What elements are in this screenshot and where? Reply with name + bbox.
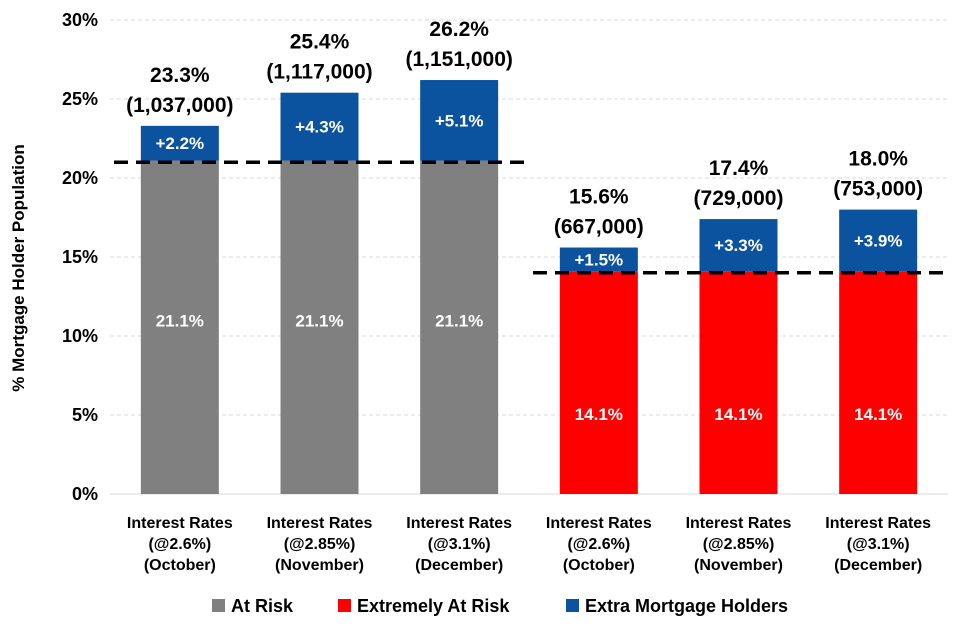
y-tick-label: 15% bbox=[62, 247, 98, 267]
x-category-label: (October) bbox=[144, 557, 216, 574]
bar-extremely-at-risk bbox=[699, 271, 778, 494]
y-tick-label: 10% bbox=[62, 326, 98, 346]
total-percent-label: 23.3% bbox=[150, 64, 210, 87]
total-count-label: (1,117,000) bbox=[266, 61, 372, 84]
x-category-label: (@3.1%) bbox=[847, 536, 910, 553]
bar-extra-mortgage-holders bbox=[559, 247, 638, 272]
x-category-label: (December) bbox=[834, 557, 922, 574]
bar-at-risk bbox=[420, 160, 499, 494]
y-axis: 0% 5% 10% 15% 20% 25% 30% bbox=[62, 10, 948, 504]
y-tick-label: 30% bbox=[62, 10, 98, 30]
x-category-label: Interest Rates bbox=[406, 515, 512, 532]
x-category-label: (November) bbox=[275, 557, 364, 574]
bar-value-label: +2.2% bbox=[155, 134, 204, 153]
bar-value-label: 21.1% bbox=[435, 312, 483, 331]
bar-extra-mortgage-holders bbox=[839, 209, 918, 272]
total-count-label: (1,037,000) bbox=[126, 94, 233, 117]
x-category-label: (@3.1%) bbox=[428, 536, 491, 553]
legend-label: Extremely At Risk bbox=[357, 596, 510, 616]
bar-value-label: +1.5% bbox=[574, 250, 623, 269]
legend-label: Extra Mortgage Holders bbox=[585, 596, 788, 616]
bar-value-label: +4.3% bbox=[295, 118, 344, 137]
x-category-label: (@2.85%) bbox=[703, 536, 775, 553]
x-axis: Interest Rates (@2.6%) (October) Interest R… bbox=[127, 515, 931, 574]
x-category-label: (@2.85%) bbox=[284, 536, 356, 553]
x-category-label: (@2.6%) bbox=[567, 536, 630, 553]
total-count-label: (729,000) bbox=[694, 187, 784, 210]
total-count-label: (753,000) bbox=[833, 178, 923, 201]
y-tick-label: 5% bbox=[72, 405, 98, 425]
bar-value-label: 21.1% bbox=[156, 312, 204, 331]
x-category-label: (November) bbox=[694, 557, 783, 574]
y-tick-label: 25% bbox=[62, 89, 98, 109]
bars bbox=[140, 80, 918, 494]
legend-label: At Risk bbox=[231, 596, 294, 616]
bar-at-risk bbox=[140, 160, 219, 494]
bar-value-label: 14.1% bbox=[575, 405, 623, 424]
bar-extra-mortgage-holders bbox=[420, 80, 499, 161]
bar-value-label: +3.9% bbox=[854, 231, 903, 250]
bar-value-label: 14.1% bbox=[714, 405, 762, 424]
x-category-label: Interest Rates bbox=[686, 515, 792, 532]
x-category-label: (@2.6%) bbox=[148, 536, 211, 553]
bar-extra-mortgage-holders bbox=[280, 92, 359, 161]
legend-swatch bbox=[338, 599, 351, 612]
total-percent-label: 15.6% bbox=[569, 186, 629, 209]
total-percent-label: 26.2% bbox=[429, 18, 489, 41]
bar-value-label: +5.1% bbox=[435, 111, 484, 130]
total-percent-label: 18.0% bbox=[848, 148, 908, 171]
bar-at-risk bbox=[280, 160, 359, 494]
x-category-label: (October) bbox=[563, 557, 635, 574]
bar-extremely-at-risk bbox=[559, 271, 638, 494]
bar-extra-mortgage-holders bbox=[140, 125, 219, 161]
total-percent-label: 17.4% bbox=[709, 157, 769, 180]
legend: At Risk Extremely At Risk Extra Mortgage H… bbox=[212, 596, 788, 616]
x-category-label: Interest Rates bbox=[267, 515, 373, 532]
x-category-label: Interest Rates bbox=[546, 515, 652, 532]
x-category-label: Interest Rates bbox=[127, 515, 233, 532]
x-category-label: Interest Rates bbox=[825, 515, 931, 532]
y-tick-label: 0% bbox=[72, 484, 98, 504]
total-count-label: (1,151,000) bbox=[405, 48, 512, 71]
total-count-label: (667,000) bbox=[554, 216, 644, 239]
bar-value-label: +3.3% bbox=[714, 236, 763, 255]
data-labels: 21.1% +2.2% 23.3% (1,037,000) 21.1% +4.3% 25.4… bbox=[126, 18, 923, 424]
bar-value-label: 14.1% bbox=[854, 405, 902, 424]
bar-extremely-at-risk bbox=[839, 271, 918, 494]
total-percent-label: 25.4% bbox=[290, 31, 350, 54]
bar-value-label: 21.1% bbox=[295, 312, 343, 331]
gridlines bbox=[110, 19, 948, 495]
y-tick-label: 20% bbox=[62, 168, 98, 188]
x-category-label: (December) bbox=[415, 557, 503, 574]
bar-extra-mortgage-holders bbox=[699, 219, 778, 272]
legend-swatch bbox=[566, 599, 579, 612]
legend-swatch bbox=[212, 599, 225, 612]
y-axis-title: % Mortgage Holder Population bbox=[9, 144, 28, 391]
reference-lines bbox=[114, 160, 944, 275]
